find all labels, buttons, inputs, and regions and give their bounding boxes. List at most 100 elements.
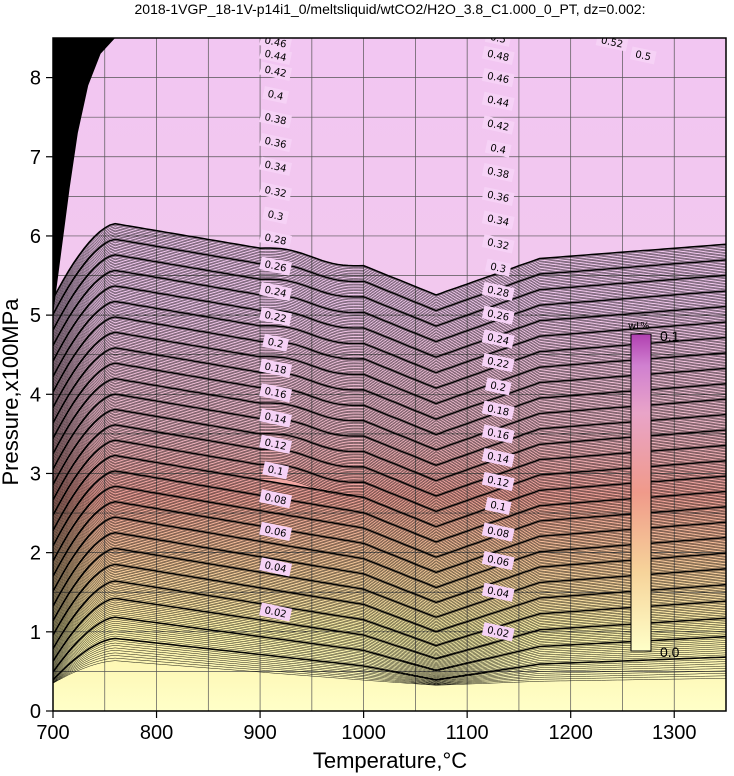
minor-contour-line (53, 570, 726, 641)
minor-contour-line (53, 435, 726, 511)
minor-contour-line (53, 395, 726, 471)
contour-label-bg (481, 622, 515, 642)
minor-contour-line (53, 366, 726, 442)
contour-label-bg (481, 448, 515, 468)
contour-label-text: 0.48 (263, 23, 287, 38)
minor-contour-line (53, 607, 726, 668)
minor-contour-line (53, 464, 726, 540)
minor-contour-line (53, 361, 726, 438)
y-tick-label: 4 (30, 384, 41, 406)
minor-contour-line (53, 556, 726, 629)
contour-label-bg (262, 333, 289, 352)
minor-contour-line (53, 506, 726, 581)
contour-label-text: 0.22 (263, 310, 287, 325)
major-contour-line (53, 580, 726, 650)
contour-label-text: 0.04 (486, 585, 510, 600)
minor-contour-line (53, 476, 726, 553)
minor-contour-line (53, 559, 726, 632)
minor-contour-line (53, 629, 726, 678)
colorbar-gradient (630, 333, 652, 652)
contour-label-bg (259, 408, 293, 428)
minor-contour-line (53, 228, 726, 304)
minor-contour-line (53, 444, 726, 521)
contour-label-text: 0.38 (263, 112, 287, 127)
minor-contour-line (53, 305, 726, 382)
contour-label: 0.22 (259, 307, 293, 327)
minor-contour-line (53, 259, 726, 335)
contour-label: 0.2 (262, 333, 289, 352)
contour-label-bg (259, 38, 293, 40)
major-contour-line (53, 531, 726, 607)
major-contour-line (53, 500, 726, 577)
minor-contour-line (53, 657, 726, 686)
contour-label-text: 0.28 (486, 285, 510, 300)
contour-label: 0.1 (484, 496, 512, 515)
contour-label-bg (259, 229, 293, 249)
minor-contour-line (53, 355, 726, 431)
minor-contour-line (53, 433, 726, 510)
contour-label-text: 0.4 (266, 89, 284, 103)
minor-contour-line (53, 376, 726, 453)
minor-contour-line (53, 327, 726, 404)
contour-label: 0.04 (481, 582, 515, 602)
contour-label-text: 0.06 (263, 525, 287, 540)
major-contour-line (53, 597, 726, 662)
major-contour-line (53, 316, 726, 393)
contour-label-bg (259, 61, 293, 81)
minor-contour-line (53, 389, 726, 465)
contour-label: 0.08 (259, 489, 293, 509)
minor-contour-line (53, 367, 726, 444)
minor-contour-line (53, 609, 726, 669)
contour-label: 0.14 (259, 408, 293, 428)
contour-label: 0.48 (481, 45, 515, 65)
minor-contour-line (53, 387, 726, 464)
minor-contour-line (53, 469, 726, 545)
contour-label-text: 0.42 (486, 118, 510, 133)
minor-contour-line (53, 280, 726, 357)
minor-contour-line (53, 413, 726, 490)
contour-label-bg (259, 109, 293, 129)
contour-label-text: 0.18 (263, 361, 287, 376)
contour-label-text: 0.16 (263, 386, 287, 401)
minor-contour-line (53, 335, 726, 411)
minor-contour-line (53, 572, 726, 643)
minor-contour-line (53, 421, 726, 498)
x-tick-label: 1000 (341, 722, 386, 744)
chart-title: 2018-1VGP_18-1V-p14i1_0/meltsliquid/wtCO… (135, 1, 646, 17)
contour-label: 0.24 (259, 281, 293, 301)
minor-contour-line (53, 242, 726, 318)
contour-label-text: 0.42 (263, 65, 287, 80)
contour-label: 0.5 (629, 46, 657, 65)
y-tick-label: 1 (30, 622, 41, 644)
contour-label-text: 0.32 (486, 237, 510, 252)
major-contour-line (53, 285, 726, 362)
minor-contour-line (53, 273, 726, 349)
minor-contour-line (53, 412, 726, 488)
minor-contour-line (53, 647, 726, 683)
minor-contour-line (53, 436, 726, 513)
minor-contour-line (53, 430, 726, 507)
contour-label-text: 0.18 (486, 403, 510, 418)
major-contour-line (53, 393, 726, 470)
minor-contour-line (53, 589, 726, 656)
minor-contour-line (53, 487, 726, 563)
contour-label-bg (259, 132, 293, 153)
minor-contour-line (53, 249, 726, 326)
contour-label-text: 0.24 (486, 332, 510, 347)
minor-contour-line (53, 627, 726, 677)
minor-contour-line (53, 605, 726, 666)
minor-contour-line (53, 466, 726, 542)
contour-labels: 0.02 0.04 0.06 0.08 0.1 0.12 0.14 0.16 0.18 0.2 0.… (259, 23, 657, 642)
minor-contour-line (53, 321, 726, 397)
contour-label: 0.34 (481, 210, 515, 230)
colorbar-min-label: 0.0 (660, 644, 680, 660)
contour-label-text: 0.3 (489, 262, 507, 276)
contour-label-bg (259, 489, 293, 509)
minor-contour-line (53, 356, 726, 433)
contour-label-bg (595, 38, 629, 52)
contour-label-bg (481, 186, 515, 206)
contour-label: 0.5 (484, 38, 512, 47)
minor-contour-line (53, 364, 726, 441)
minor-contour-line (53, 504, 726, 580)
